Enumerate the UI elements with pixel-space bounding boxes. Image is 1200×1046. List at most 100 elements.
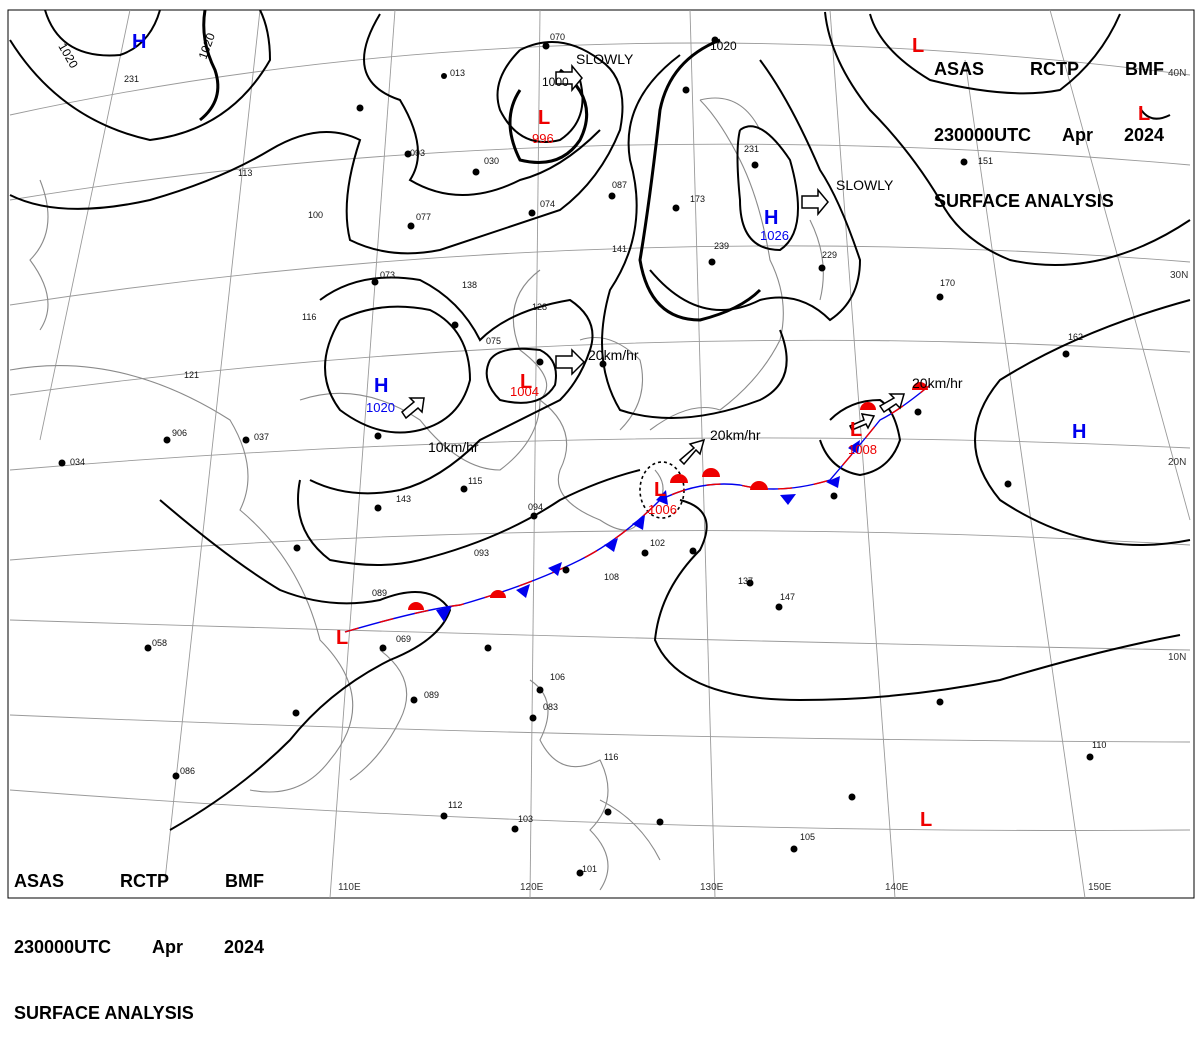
surface-analysis-map: 070 013 093 030 077 073 138 075 128 087 … — [7, 9, 1195, 899]
isobar — [653, 499, 1181, 702]
svg-text:030: 030 — [484, 156, 499, 166]
map-frame — [7, 9, 1195, 899]
movement-label: 10km/hr — [428, 439, 479, 455]
low-value: 1004 — [510, 384, 539, 399]
lon-label: 110E — [338, 882, 361, 893]
arrow-icon — [801, 187, 829, 217]
low-marker: L — [520, 371, 532, 393]
lon-label: 140E — [885, 882, 909, 893]
low-marker: L — [920, 809, 932, 831]
svg-text:083: 083 — [543, 702, 558, 712]
isobar — [869, 13, 1121, 95]
header-line1: ASAS RCTP BMF — [14, 870, 264, 892]
movement-labels: SLOWLY SLOWLY 20km/hr 20km/hr 20km/hr 10… — [428, 51, 963, 455]
svg-text:231: 231 — [744, 144, 759, 154]
low-marker: L — [654, 479, 666, 501]
svg-text:100: 100 — [308, 210, 323, 220]
isobar — [297, 469, 641, 566]
isobar — [819, 398, 902, 477]
svg-text:089: 089 — [424, 690, 439, 700]
svg-text:121: 121 — [184, 370, 199, 380]
isobar — [44, 9, 161, 57]
svg-text:128: 128 — [532, 302, 547, 312]
header-title: SURFACE ANALYSIS — [934, 191, 1114, 211]
isobars — [9, 9, 1191, 831]
coastlines — [9, 97, 824, 891]
header-code: ASAS — [14, 871, 65, 891]
header-type: BMF — [224, 871, 264, 891]
svg-text:143: 143 — [396, 494, 411, 504]
svg-text:103: 103 — [518, 814, 533, 824]
low-marker: L — [336, 627, 348, 649]
svg-text:105: 105 — [800, 832, 815, 842]
svg-text:147: 147 — [780, 592, 795, 602]
movement-arrows — [401, 63, 905, 466]
low-marker: L — [850, 419, 862, 441]
isobar-label: 1020 — [710, 39, 737, 53]
svg-text:101: 101 — [582, 864, 597, 874]
movement-label: SLOWLY — [576, 51, 634, 67]
lat-label: 40N — [1168, 68, 1186, 79]
isobar — [824, 11, 1191, 266]
svg-text:013: 013 — [450, 68, 465, 78]
header-station: RCTP — [1030, 59, 1079, 79]
svg-text:087: 087 — [612, 180, 627, 190]
bold-isobars — [199, 9, 762, 322]
header-month: Apr — [1062, 125, 1093, 145]
movement-label: 20km/hr — [912, 375, 963, 391]
arrow-icon — [555, 63, 583, 93]
arrow-icon — [401, 397, 425, 420]
high-marker: H — [132, 31, 146, 53]
stationary-front — [344, 382, 931, 633]
svg-text:075: 075 — [486, 336, 501, 346]
isobar — [601, 54, 788, 419]
svg-text:074: 074 — [540, 199, 555, 209]
svg-text:116: 116 — [604, 752, 618, 762]
svg-text:173: 173 — [690, 194, 705, 204]
arrow-icon — [878, 393, 905, 414]
header-top: ASAS RCTP BMF 230000UTC Apr 2024 SURFACE… — [934, 14, 1164, 234]
svg-text:170: 170 — [940, 278, 955, 288]
high-marker: H — [1072, 421, 1086, 443]
svg-text:093: 093 — [474, 548, 489, 558]
arrow-icon — [678, 438, 706, 466]
isobar — [485, 347, 557, 404]
isobar — [9, 41, 624, 255]
svg-text:034: 034 — [70, 457, 85, 467]
high-marker: H — [374, 375, 388, 397]
header-time: 230000UTC — [14, 937, 112, 957]
header-line2: 230000UTC Apr 2024 — [934, 124, 1164, 146]
svg-text:070: 070 — [550, 32, 565, 42]
svg-text:089: 089 — [372, 588, 387, 598]
high-value: 1026 — [760, 228, 789, 243]
svg-text:086: 086 — [180, 766, 195, 776]
isobar — [638, 38, 762, 322]
lat-label: 30N — [1170, 270, 1188, 281]
pressure-centers: H 1020 H 1026 H H L 996 L 1004 L 1006 L … — [132, 31, 1150, 831]
svg-text:110: 110 — [1092, 740, 1106, 750]
svg-text:077: 077 — [416, 212, 431, 222]
svg-text:138: 138 — [462, 280, 477, 290]
header-line2: 230000UTC Apr 2024 — [14, 936, 264, 958]
isobar — [736, 125, 799, 252]
svg-text:093: 093 — [410, 148, 425, 158]
header-time: 230000UTC — [934, 125, 1032, 145]
svg-text:058: 058 — [152, 638, 167, 648]
lon-label: 120E — [520, 882, 544, 893]
isobar — [199, 9, 220, 122]
header-month: Apr — [152, 937, 183, 957]
isobar — [508, 68, 589, 164]
low-value: 1008 — [848, 442, 877, 457]
isobar — [9, 9, 272, 142]
header-year: 2024 — [1123, 125, 1164, 145]
svg-text:094: 094 — [528, 502, 543, 512]
isobar — [324, 305, 472, 434]
movement-label: 20km/hr — [710, 427, 761, 443]
svg-text:073: 073 — [380, 270, 395, 280]
svg-text:115: 115 — [468, 476, 482, 486]
header-title: SURFACE ANALYSIS — [14, 1003, 194, 1023]
svg-text:162: 162 — [1068, 332, 1083, 342]
header-line1: ASAS RCTP BMF — [934, 58, 1164, 80]
svg-text:113: 113 — [238, 168, 252, 178]
header-year: 2024 — [223, 937, 264, 957]
